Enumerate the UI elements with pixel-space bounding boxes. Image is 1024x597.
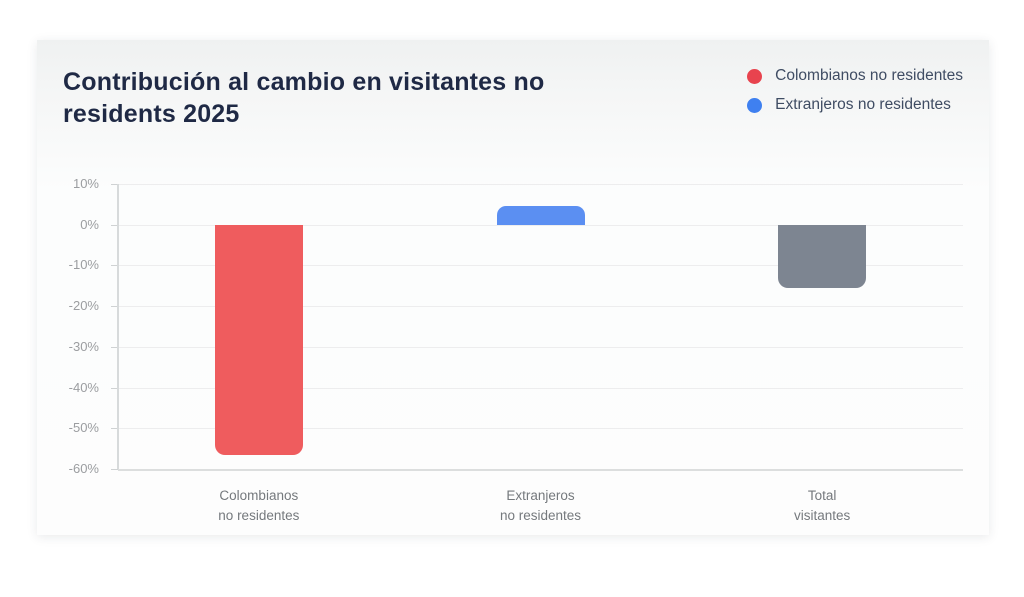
legend-label-colombianos: Colombianos no residentes <box>775 67 963 84</box>
y-tick-icon <box>111 184 118 185</box>
gridline <box>118 387 963 389</box>
y-tick-label: -30% <box>68 338 99 354</box>
y-tick-icon <box>111 224 118 226</box>
x-label-colombianos-no-residentes: Colombianos no residentes <box>218 488 300 523</box>
y-tick-icon <box>111 306 118 308</box>
chart-card: Contribución al cambio en visitantes no … <box>37 40 989 535</box>
legend-item-colombianos[interactable]: Colombianos no residentes <box>747 67 963 85</box>
y-tick-label: 10% <box>72 176 99 191</box>
y-tick-icon <box>111 346 118 348</box>
y-tick-icon <box>111 265 118 267</box>
legend-dot-blue-icon <box>747 97 763 113</box>
y-tick-icon <box>111 387 118 389</box>
y-tick-label: -20% <box>68 298 99 314</box>
y-tick-icon <box>111 469 118 470</box>
gridline <box>118 469 963 471</box>
y-tick-label: 0% <box>80 216 99 232</box>
gridline <box>118 265 963 267</box>
gridline <box>118 428 963 430</box>
legend-dot-red-icon <box>747 68 763 84</box>
legend-item-extranjeros[interactable]: Extranjeros no residentes <box>747 96 951 114</box>
bar-extranjeros-no-residentes[interactable] <box>496 205 585 225</box>
x-label-total-visitantes: Total visitantes <box>794 488 851 523</box>
chart-legend: Colombianos no residentes Extranjeros no… <box>747 67 963 114</box>
y-tick-label: -40% <box>68 379 99 395</box>
bar-total-visitantes[interactable] <box>778 224 867 289</box>
gridline <box>118 306 963 308</box>
y-tick-label: -10% <box>68 257 99 273</box>
y-tick-icon <box>111 428 118 430</box>
chart-title: Contribución al cambio en visitantes no … <box>63 68 545 128</box>
bar-colombianos-no-residentes[interactable] <box>214 224 303 455</box>
legend-label-extranjeros: Extranjeros no residentes <box>775 96 951 113</box>
gridline <box>118 346 963 348</box>
gridline <box>118 224 963 226</box>
x-label-extranjeros-no-residentes: Extranjeros no residentes <box>499 488 582 523</box>
y-tick-label: -60% <box>68 461 99 476</box>
y-axis-line <box>117 184 119 469</box>
gridline <box>118 184 963 185</box>
y-tick-label: -50% <box>68 420 99 436</box>
